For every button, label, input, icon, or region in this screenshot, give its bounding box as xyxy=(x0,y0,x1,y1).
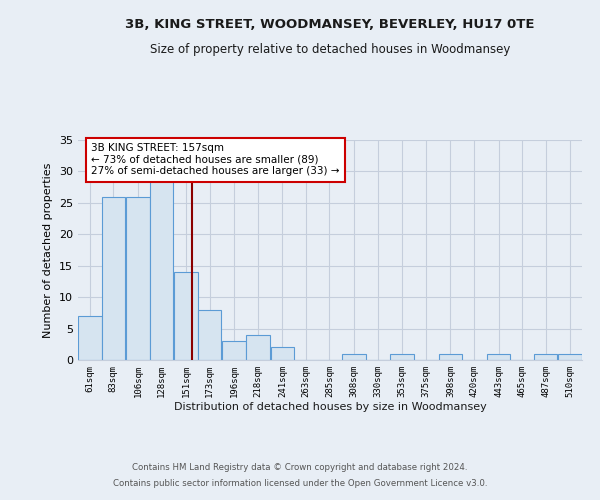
Text: 3B, KING STREET, WOODMANSEY, BEVERLEY, HU17 0TE: 3B, KING STREET, WOODMANSEY, BEVERLEY, H… xyxy=(125,18,535,30)
Bar xyxy=(487,354,511,360)
Bar xyxy=(223,341,246,360)
Bar xyxy=(343,354,366,360)
Text: 3B KING STREET: 157sqm
← 73% of detached houses are smaller (89)
27% of semi-det: 3B KING STREET: 157sqm ← 73% of detached… xyxy=(91,143,340,176)
Bar xyxy=(559,354,582,360)
Bar xyxy=(175,272,198,360)
Bar xyxy=(271,348,294,360)
Bar xyxy=(439,354,462,360)
Bar xyxy=(126,196,149,360)
Bar xyxy=(101,196,125,360)
Text: Distribution of detached houses by size in Woodmansey: Distribution of detached houses by size … xyxy=(173,402,487,412)
Y-axis label: Number of detached properties: Number of detached properties xyxy=(43,162,53,338)
Bar xyxy=(391,354,414,360)
Bar xyxy=(78,316,101,360)
Text: Contains public sector information licensed under the Open Government Licence v3: Contains public sector information licen… xyxy=(113,479,487,488)
Bar xyxy=(534,354,557,360)
Text: Contains HM Land Registry data © Crown copyright and database right 2024.: Contains HM Land Registry data © Crown c… xyxy=(132,462,468,471)
Bar xyxy=(198,310,221,360)
Bar xyxy=(149,178,173,360)
Text: Size of property relative to detached houses in Woodmansey: Size of property relative to detached ho… xyxy=(150,42,510,56)
Bar xyxy=(246,335,269,360)
